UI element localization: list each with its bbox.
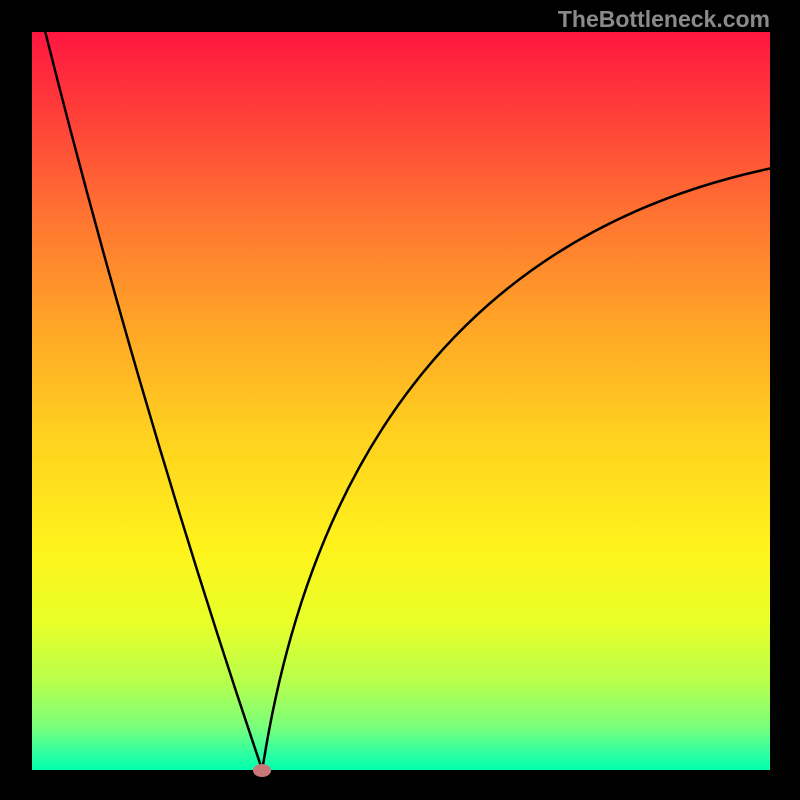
curve-overlay [32, 32, 770, 770]
plot-area [32, 32, 770, 770]
watermark-text: TheBottleneck.com [558, 6, 770, 33]
bottleneck-curve [45, 32, 770, 770]
chart-container: TheBottleneck.com [0, 0, 800, 800]
minimum-marker [253, 764, 271, 777]
